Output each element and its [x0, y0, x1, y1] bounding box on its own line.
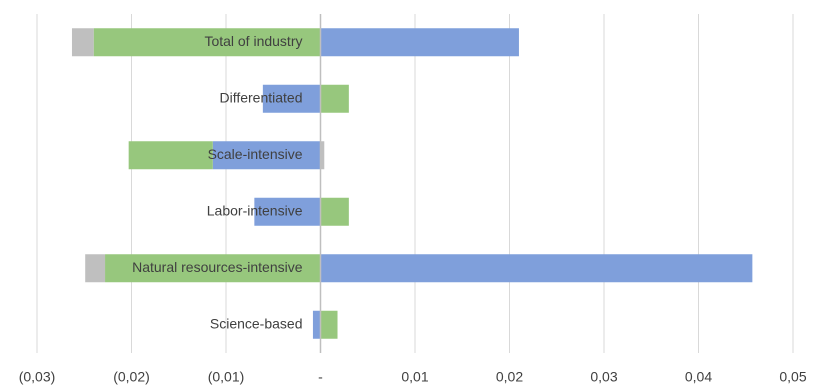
bar-segment — [105, 254, 321, 283]
bar-segment — [212, 141, 321, 170]
category-label: Science-based — [210, 315, 303, 331]
bar-segment — [71, 28, 94, 57]
bar-segment — [320, 310, 338, 339]
bar-segment — [312, 310, 321, 339]
category-label: Labor-intensive — [207, 202, 303, 218]
bar-segment — [93, 28, 321, 57]
bar-segment — [262, 84, 321, 113]
bar-segment — [85, 254, 106, 283]
x-tick-label: (0,03) — [19, 369, 56, 385]
bar-segment — [128, 141, 213, 170]
category-label: Total of industry — [204, 33, 302, 49]
x-tick-label: 0,01 — [401, 369, 428, 385]
bar-segment — [254, 197, 321, 226]
x-tick-label: (0,02) — [113, 369, 150, 385]
x-tick-label: (0,01) — [208, 369, 245, 385]
x-tick-label: 0,02 — [496, 369, 523, 385]
x-tick-label: 0,04 — [685, 369, 712, 385]
bar-segment — [320, 254, 753, 283]
category-label: Natural resources-intensive — [132, 259, 303, 275]
x-tick-label: 0,03 — [590, 369, 617, 385]
category-label: Scale-intensive — [208, 146, 303, 162]
x-tick-label: 0,05 — [779, 369, 806, 385]
x-tick-label: - — [318, 369, 323, 385]
category-label: Differentiated — [219, 89, 302, 105]
bar-segment — [320, 141, 325, 170]
bar-segment — [320, 84, 349, 113]
bar-segment — [320, 197, 349, 226]
bar-segment — [320, 28, 519, 57]
